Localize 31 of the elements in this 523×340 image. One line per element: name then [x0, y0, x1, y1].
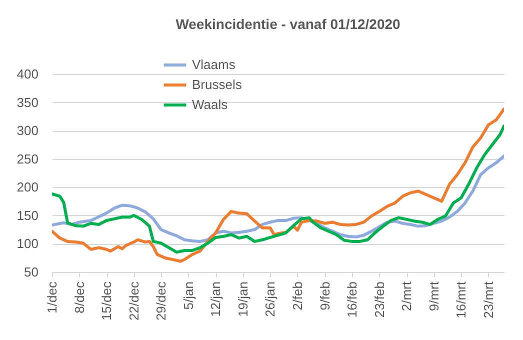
y-tick-label: 200 [16, 180, 38, 195]
legend-label: Brussels [192, 77, 242, 92]
chart-title: Weekincidentie - vanaf 01/12/2020 [176, 16, 401, 32]
x-tick-label: 12/jan [208, 282, 224, 317]
x-tick-label: 23/mrt [480, 281, 496, 318]
line-series [52, 124, 504, 254]
x-tick-label: 1/dec [44, 281, 60, 314]
x-tick-label: 9/feb [317, 282, 332, 310]
legend-label: Vlaams [192, 57, 236, 72]
x-tick-label: 26/jan [262, 282, 278, 317]
x-tick-label: 16/mrt [454, 281, 469, 318]
x-tick-label: 8/dec [72, 281, 87, 314]
y-tick-label: 50 [24, 264, 38, 280]
x-tick-label: 2/feb [290, 282, 305, 310]
x-tick-label: 16/feb [344, 282, 360, 318]
x-tick-label: 2/mrt [399, 281, 414, 312]
legend-label: Waals [192, 97, 228, 112]
line-series [52, 108, 504, 263]
x-tick-label: 29/dec [154, 281, 169, 321]
x-tick-label: 19/jan [235, 282, 250, 317]
y-tick-label: 350 [16, 94, 38, 110]
x-tick-label: 9/mrt [426, 281, 442, 312]
y-tick-label: 300 [16, 123, 38, 138]
y-tick-label: 400 [16, 66, 38, 82]
y-tick-label: 100 [16, 236, 38, 252]
x-tick-label: 23/feb [372, 282, 387, 318]
y-tick-label: 150 [16, 208, 38, 223]
x-tick-label: 15/dec [99, 281, 114, 321]
y-tick-label: 250 [16, 151, 38, 166]
x-tick-label: 22/dec [126, 281, 142, 321]
x-tick-label: 5/jan [180, 282, 196, 310]
